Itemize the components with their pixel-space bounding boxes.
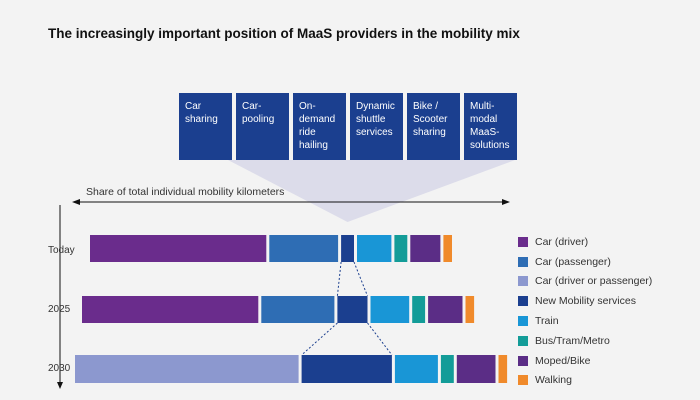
- service-box-car-sharing: Car sharing: [179, 93, 232, 160]
- bar-2030-moped-bike: [456, 355, 496, 383]
- legend-item-car-passenger: Car (passenger): [518, 252, 652, 272]
- legend-item-car-driver-or-passenger: Car (driver or passenger): [518, 272, 652, 292]
- bar-2030-car-driver-or-passenger: [75, 355, 299, 383]
- legend-item-bus-tram-metro: Bus/Tram/Metro: [518, 331, 652, 351]
- share-axis-arrow: [72, 199, 510, 205]
- legend-item-moped-bike: Moped/Bike: [518, 351, 652, 371]
- legend-swatch: [518, 355, 528, 366]
- legend-label: Walking: [535, 374, 572, 387]
- year-label-today: Today: [48, 245, 75, 256]
- time-axis-arrow: [57, 205, 63, 389]
- bar-2025-moped-bike: [428, 296, 463, 323]
- bar-today-new-mobility-services: [341, 235, 354, 262]
- legend-label: Car (driver): [535, 235, 589, 248]
- bar-today-walking: [443, 235, 452, 262]
- legend-label: Train: [535, 315, 559, 328]
- service-box-shuttle: Dynamic shuttle services: [350, 93, 403, 160]
- bar-today-bus-tram-metro: [394, 235, 408, 262]
- bar-2025-train: [370, 296, 410, 323]
- share-axis-label: Share of total individual mobility kilom…: [86, 186, 285, 198]
- funnel-shape: [228, 160, 515, 222]
- legend-label: Moped/Bike: [535, 354, 591, 367]
- legend-label: Car (driver or passenger): [535, 275, 653, 288]
- legend-swatch: [518, 256, 528, 267]
- legend-swatch: [518, 236, 528, 247]
- legend-swatch: [518, 375, 528, 386]
- service-box-bike-scooter: Bike / Scooter sharing: [407, 93, 460, 160]
- connector-2025-right: [367, 322, 393, 356]
- legend-label: Bus/Tram/Metro: [535, 334, 610, 347]
- bar-today-car-driver: [90, 235, 267, 262]
- bar-2030-bus-tram-metro: [440, 355, 454, 383]
- bar-2030-new-mobility-services: [301, 355, 392, 383]
- bar-2030-walking: [498, 355, 508, 383]
- bar-today-moped-bike: [410, 235, 441, 262]
- service-box-multimodal: Multi-modal MaaS-solutions: [464, 93, 517, 160]
- chart-title: The increasingly important position of M…: [48, 26, 520, 41]
- year-label-2030: 2030: [48, 363, 71, 374]
- connector-today-left: [336, 261, 342, 297]
- legend-item-new-mobility-services: New Mobility services: [518, 291, 652, 311]
- bar-2025-car-driver: [82, 296, 259, 323]
- connector-2025-left: [301, 322, 338, 356]
- bar-2030-train: [394, 355, 438, 383]
- connector-today-right: [353, 261, 368, 297]
- legend-swatch: [518, 296, 528, 307]
- bar-2025-bus-tram-metro: [412, 296, 426, 323]
- legend-item-train: Train: [518, 311, 652, 331]
- legend-item-walking: Walking: [518, 371, 652, 391]
- service-box-car-pooling: Car-pooling: [236, 93, 289, 160]
- bar-today-car-passenger: [269, 235, 339, 262]
- bar-today-train: [357, 235, 392, 262]
- legend-label: Car (passenger): [535, 255, 611, 268]
- bar-2025-new-mobility-services: [337, 296, 368, 323]
- service-box-ride-hailing: On-demand ride hailing: [293, 93, 346, 160]
- legend: Car (driver) Car (passenger) Car (driver o…: [518, 232, 652, 390]
- bar-2025-walking: [465, 296, 475, 323]
- bar-2025-car-passenger: [261, 296, 335, 323]
- legend-swatch: [518, 276, 528, 287]
- legend-swatch: [518, 316, 528, 327]
- year-label-2025: 2025: [48, 304, 71, 315]
- legend-label: New Mobility services: [535, 295, 636, 308]
- legend-swatch: [518, 335, 528, 346]
- legend-item-car-driver: Car (driver): [518, 232, 652, 252]
